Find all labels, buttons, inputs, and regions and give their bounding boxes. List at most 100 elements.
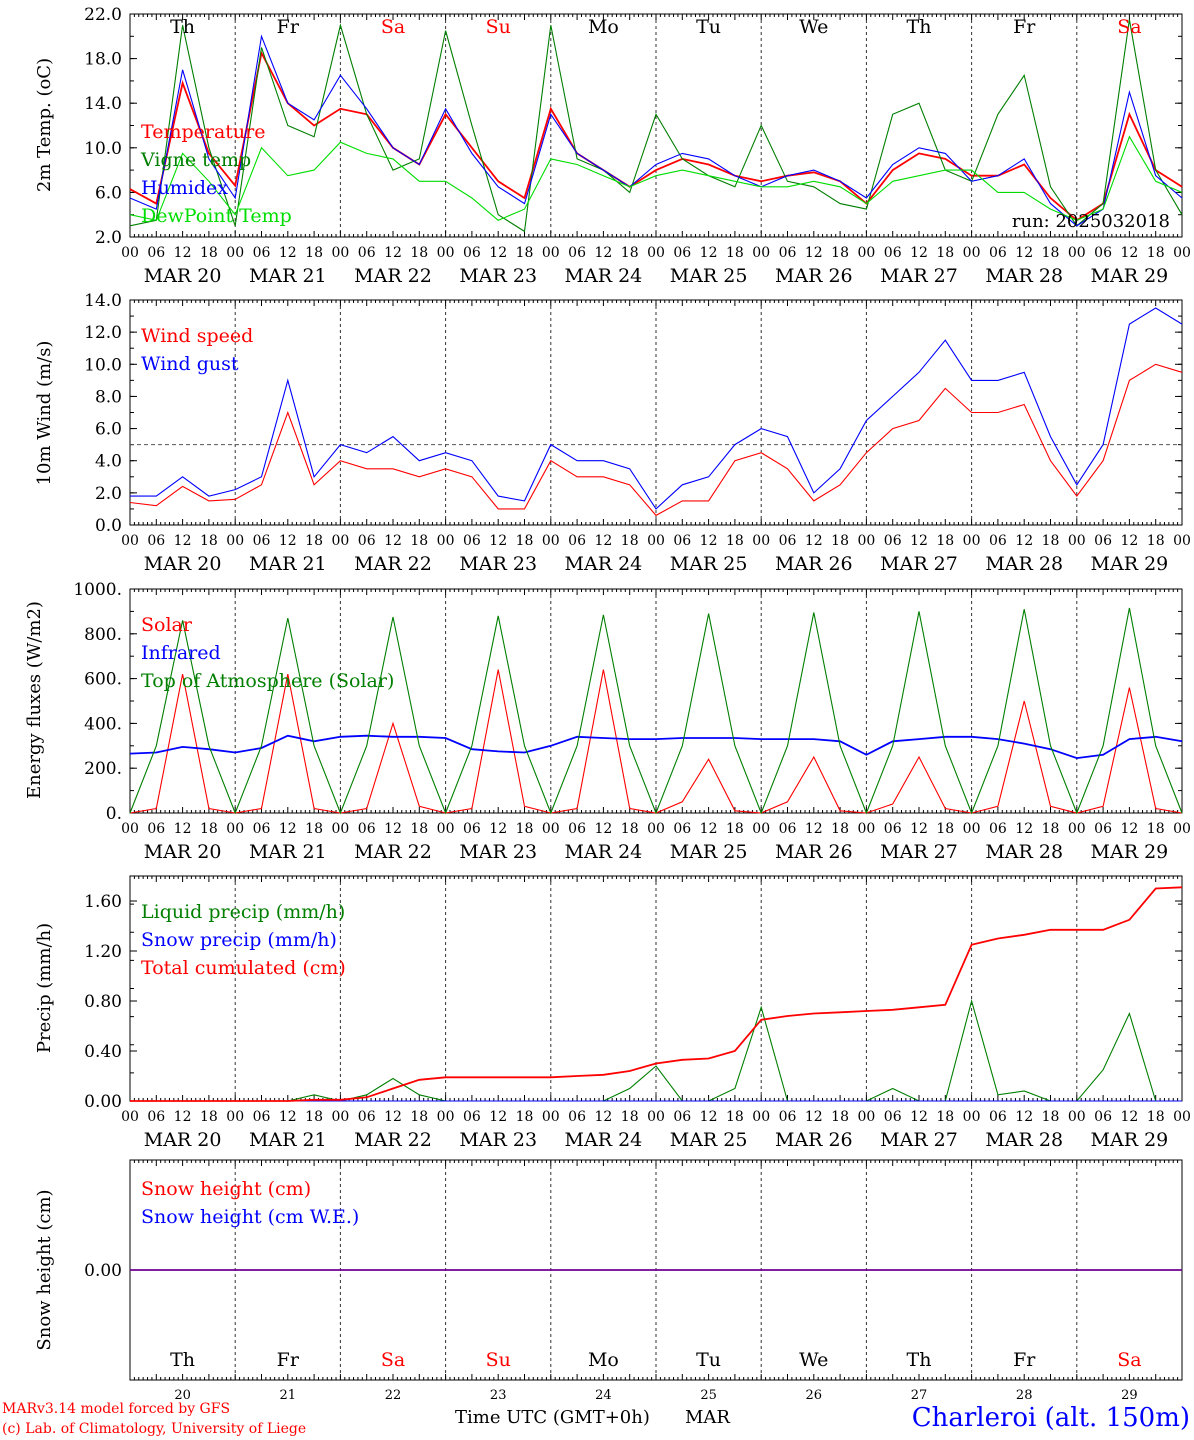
- hour-label: 00: [437, 821, 455, 837]
- hour-label: 06: [147, 245, 165, 261]
- series-line: [129, 135, 1183, 221]
- date-label: MAR 26: [775, 1129, 853, 1151]
- y-tick-label: 0.: [106, 804, 122, 824]
- date-label: MAR 21: [249, 553, 327, 575]
- date-label: MAR 26: [775, 553, 853, 575]
- panel-3: 1000. 800. 600. 400. 200. 0. Energy fluxes (W/…: [24, 580, 1191, 863]
- hour-label: 18: [200, 245, 218, 261]
- hour-label: 18: [1147, 1109, 1165, 1125]
- hour-label: 00: [1068, 245, 1086, 261]
- date-label: MAR 24: [565, 1129, 643, 1151]
- model-credit-line2: (c) Lab. of Climatology, University of L…: [2, 1421, 306, 1437]
- hour-label: 12: [174, 245, 192, 261]
- hour-label: 18: [831, 821, 849, 837]
- hour-label: 18: [410, 1109, 428, 1125]
- y-tick-label: 0.00: [84, 1261, 122, 1281]
- legend-entry: DewPoint Temp: [141, 205, 292, 227]
- day-name: Th: [907, 16, 932, 38]
- hour-label: 12: [805, 533, 823, 549]
- series-line: [129, 19, 1183, 233]
- hour-label: 06: [568, 245, 586, 261]
- y-tick-label: 14.0: [84, 291, 122, 311]
- legend-entry: Snow precip (mm/h): [141, 929, 337, 951]
- series-line: [130, 307, 1183, 510]
- hour-label: 18: [936, 1109, 954, 1125]
- y-tick-label: 10.0: [84, 355, 122, 375]
- date-label: MAR 27: [880, 841, 958, 863]
- day-number: 28: [1016, 1388, 1033, 1403]
- hour-label: 06: [463, 533, 481, 549]
- date-label: MAR 26: [775, 265, 853, 287]
- hour-label: 12: [384, 245, 402, 261]
- date-label: MAR 22: [354, 1129, 432, 1151]
- y-tick-label: 0.80: [84, 992, 122, 1012]
- hour-label: 06: [358, 1109, 376, 1125]
- hour-label: 06: [568, 1109, 586, 1125]
- date-label: MAR 23: [459, 265, 537, 287]
- hour-label: 18: [200, 821, 218, 837]
- y-axis-label: Snow height (cm): [34, 1189, 55, 1350]
- date-label: MAR 25: [670, 265, 748, 287]
- y-tick-label: 0.00: [84, 1092, 122, 1112]
- hour-label: 18: [516, 533, 534, 549]
- hour-label: 06: [253, 821, 271, 837]
- hour-label: 00: [1173, 821, 1191, 837]
- hour-label: 00: [542, 821, 560, 837]
- hour-label: 18: [305, 533, 323, 549]
- day-name: We: [799, 1349, 828, 1371]
- hour-label: 12: [910, 533, 928, 549]
- hour-label: 18: [410, 821, 428, 837]
- hour-label: 00: [1068, 533, 1086, 549]
- day-number: 26: [806, 1388, 823, 1403]
- hour-label: 00: [1173, 533, 1191, 549]
- hour-label: 12: [805, 1109, 823, 1125]
- day-number: 29: [1121, 1388, 1138, 1403]
- station-title: Charleroi (alt. 150m): [912, 1403, 1190, 1433]
- hour-label: 12: [805, 245, 823, 261]
- day-name: Su: [486, 1349, 511, 1371]
- legend-entry: Total cumulated (cm): [141, 957, 346, 979]
- hour-label: 00: [226, 245, 244, 261]
- hour-label: 18: [200, 1109, 218, 1125]
- series-line: [129, 34, 1183, 227]
- hour-label: 00: [752, 821, 770, 837]
- hour-label: 00: [542, 1109, 560, 1125]
- date-label: MAR 25: [670, 841, 748, 863]
- hour-label: 06: [673, 245, 691, 261]
- day-name: Fr: [277, 1349, 300, 1371]
- hour-label: 06: [779, 245, 797, 261]
- hour-label: 18: [621, 821, 639, 837]
- day-number: 22: [385, 1388, 402, 1403]
- hour-label: 06: [1094, 533, 1112, 549]
- day-number: 20: [174, 1388, 191, 1403]
- day-name: Fr: [277, 16, 300, 38]
- y-tick-label: 10.0: [84, 139, 122, 159]
- y-tick-label: 0.40: [84, 1042, 122, 1062]
- hour-label: 12: [910, 821, 928, 837]
- time-axis-label: Time UTC (GMT+0h): [455, 1407, 650, 1428]
- date-label: MAR 21: [249, 265, 327, 287]
- date-label: MAR 24: [565, 265, 643, 287]
- date-label: MAR 20: [144, 553, 222, 575]
- hour-label: 12: [805, 821, 823, 837]
- y-tick-label: 4.0: [95, 452, 122, 472]
- day-name: Th: [170, 1349, 195, 1371]
- hour-label: 06: [253, 245, 271, 261]
- y-tick-label: 400.: [84, 714, 122, 734]
- hour-label: 00: [963, 533, 981, 549]
- y-tick-label: 6.0: [95, 183, 122, 203]
- month-label: MAR: [685, 1407, 730, 1428]
- date-label: MAR 27: [880, 1129, 958, 1151]
- day-name: Mo: [588, 1349, 619, 1371]
- y-tick-label: 1.60: [84, 892, 122, 912]
- hour-label: 00: [1173, 245, 1191, 261]
- hour-label: 12: [700, 245, 718, 261]
- hour-label: 18: [305, 1109, 323, 1125]
- series-line: [129, 363, 1183, 517]
- hour-label: 00: [1068, 821, 1086, 837]
- hour-label: 12: [174, 821, 192, 837]
- hour-label: 00: [647, 245, 665, 261]
- hour-label: 00: [542, 533, 560, 549]
- hour-label: 00: [121, 1109, 139, 1125]
- legend-entry: Top of Atmosphere (Solar): [141, 670, 394, 692]
